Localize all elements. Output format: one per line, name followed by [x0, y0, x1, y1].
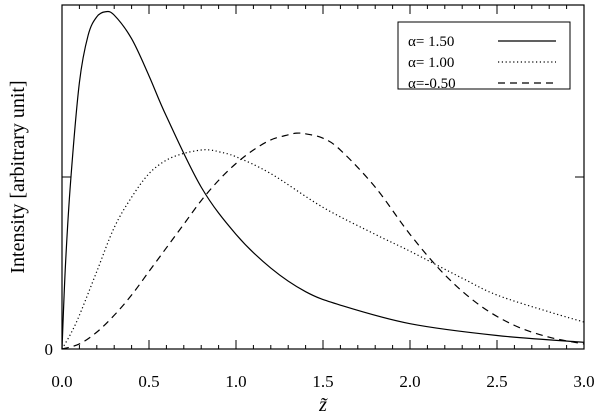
x-tick-label: 1.5 — [312, 372, 333, 391]
axis-ticks — [61, 5, 585, 350]
x-tick-labels: 0.0 0.5 1.0 1.5 2.0 2.5 3.0 — [51, 372, 594, 391]
x-tick-label: 2.0 — [399, 372, 420, 391]
x-tick-label: 0.0 — [51, 372, 72, 391]
x-tick-label: 0.5 — [138, 372, 159, 391]
y-axis-title: Intensity [arbitrary unit] — [7, 80, 29, 273]
legend: α= 1.50 α= 1.00 α=-0.50 — [397, 21, 571, 92]
x-axis-title: z̃ — [318, 394, 328, 416]
legend-label-1: α= 1.50 — [408, 34, 454, 50]
series-line-1 — [61, 10, 585, 350]
legend-label-2: α= 1.00 — [408, 55, 454, 71]
x-tick-label: 3.0 — [573, 372, 594, 391]
x-tick-label: 2.5 — [486, 372, 507, 391]
legend-box — [397, 21, 571, 90]
series-line-3 — [61, 132, 585, 350]
x-tick-label: 1.0 — [225, 372, 246, 391]
y-tick-labels: 0 — [45, 340, 54, 359]
legend-label-3: α=-0.50 — [408, 76, 456, 92]
series-line-2 — [61, 149, 585, 350]
series-lines — [61, 10, 585, 350]
y-tick-label: 0 — [45, 340, 54, 359]
